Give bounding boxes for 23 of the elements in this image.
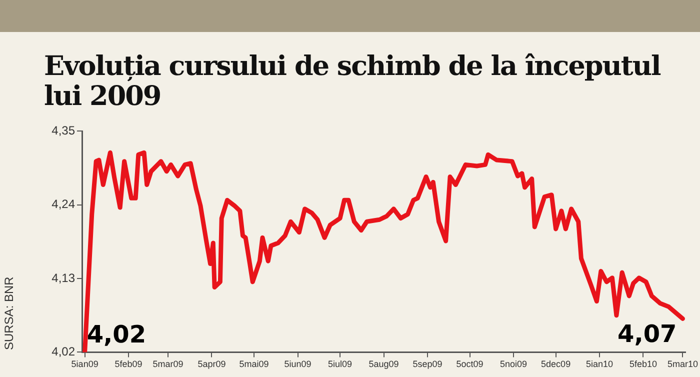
x-tick-label: 5feb10: [629, 359, 658, 370]
x-tick-label: 5noi09: [500, 359, 528, 370]
x-tick-label: 5mai09: [239, 359, 269, 370]
chart-title: Evoluția cursului de schimb de la începutul lui 2009: [44, 51, 662, 112]
x-tick-label: 5mar09: [152, 359, 184, 370]
x-tick-label: 5ian09: [71, 359, 98, 370]
x-tick-label: 5iul09: [328, 359, 352, 370]
annotation: 4,07: [618, 320, 677, 348]
x-tick-label: 5dec09: [541, 359, 571, 370]
y-tick-label: 4,13: [52, 270, 76, 285]
x-tick-label: 5iun09: [284, 359, 312, 370]
y-tick-label: 4,24: [52, 197, 76, 212]
x-tick-label: 5oct09: [456, 359, 484, 370]
y-tick-label: 4,35: [52, 124, 76, 138]
x-tick-label: 5sep09: [412, 359, 442, 370]
x-tick-label: 5feb09: [114, 359, 142, 370]
x-tick-label: 5ian10: [586, 359, 614, 370]
x-tick-label: 5aug09: [368, 359, 399, 370]
text: SURSA: BNR: [2, 276, 16, 350]
annotation: 4,02: [86, 320, 146, 348]
x-tick-label: 5mar10: [667, 359, 698, 370]
y-tick-label: 4,02: [52, 344, 76, 359]
x-tick-label: 5apr09: [198, 359, 226, 370]
